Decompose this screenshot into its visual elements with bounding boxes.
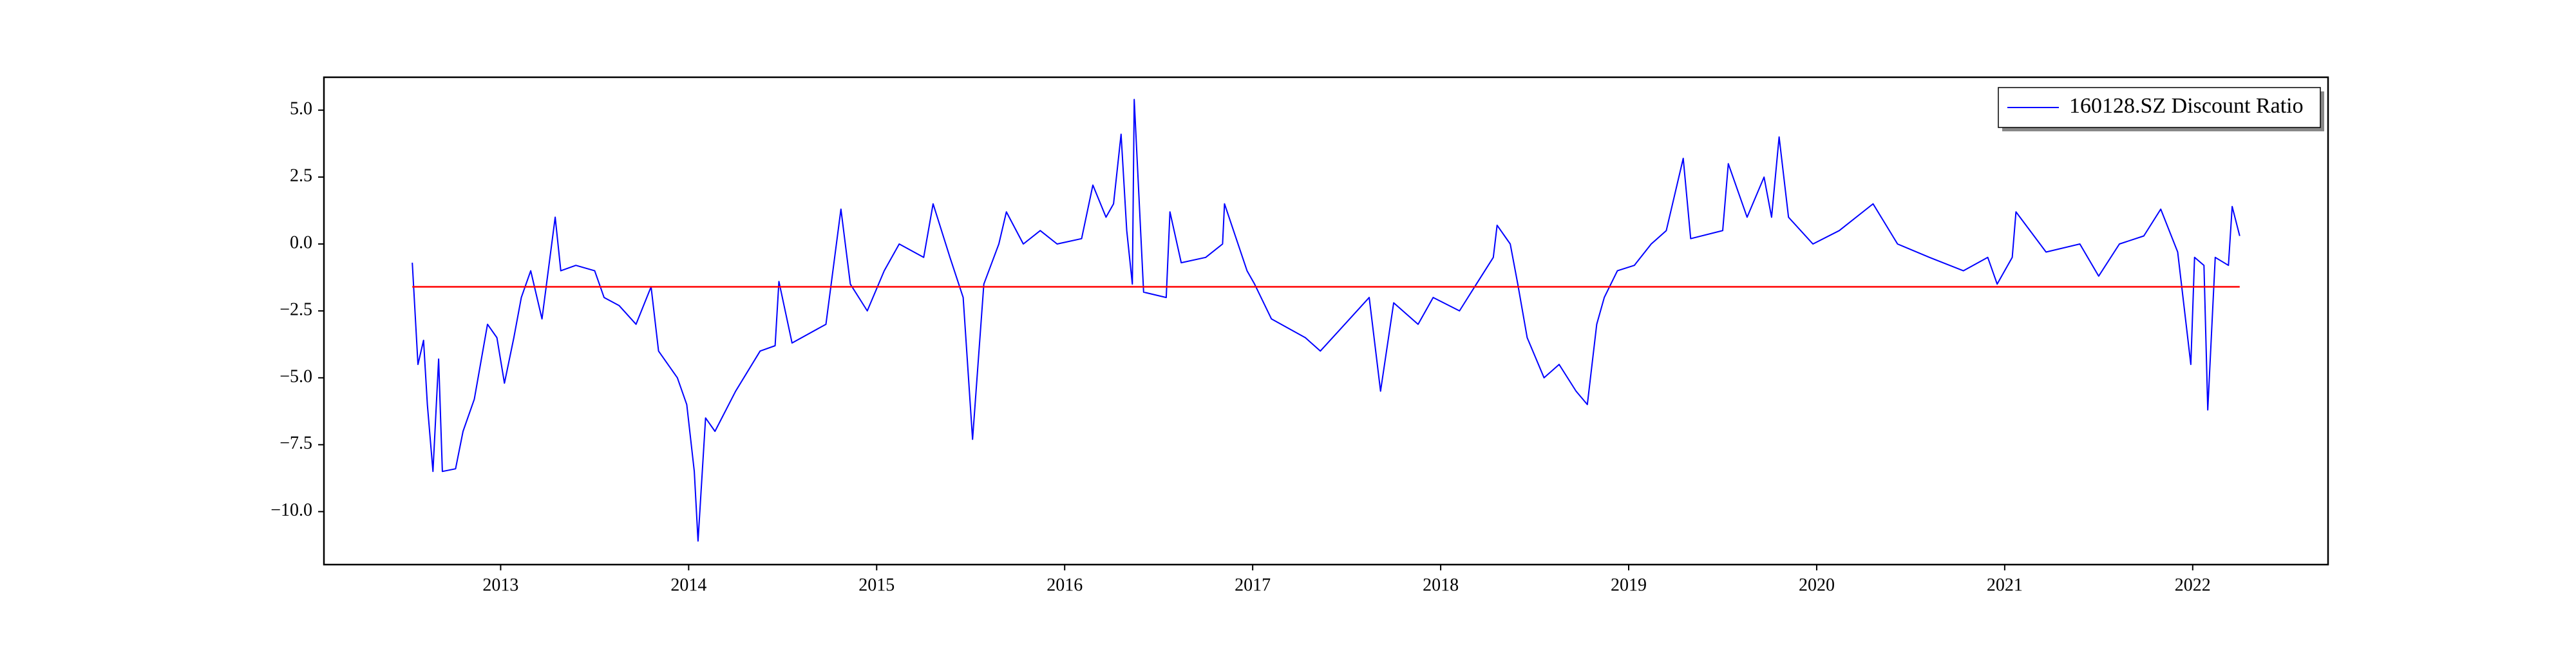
x-tick-label: 2022	[2175, 575, 2211, 595]
y-tick-label: −7.5	[279, 433, 312, 453]
y-tick-label: 2.5	[290, 165, 312, 185]
x-tick-label: 2017	[1235, 575, 1271, 595]
y-tick-label: 0.0	[290, 232, 312, 252]
legend-label: 160128.SZ Discount Ratio	[2069, 94, 2304, 118]
y-tick-label: −5.0	[279, 366, 312, 386]
y-tick-label: 5.0	[290, 99, 312, 119]
x-tick-label: 2016	[1046, 575, 1083, 595]
x-tick-label: 2021	[1987, 575, 2023, 595]
plot-frame	[323, 76, 2329, 566]
y-tick-label: −10.0	[270, 500, 312, 520]
x-tick-label: 2013	[482, 575, 518, 595]
x-tick-label: 2018	[1423, 575, 1459, 595]
x-tick-label: 2014	[670, 575, 706, 595]
x-tick-label: 2020	[1799, 575, 1835, 595]
x-tick-label: 2019	[1611, 575, 1647, 595]
x-tick-label: 2015	[858, 575, 895, 595]
y-tick-label: −2.5	[279, 299, 312, 319]
data-line	[412, 98, 2240, 542]
